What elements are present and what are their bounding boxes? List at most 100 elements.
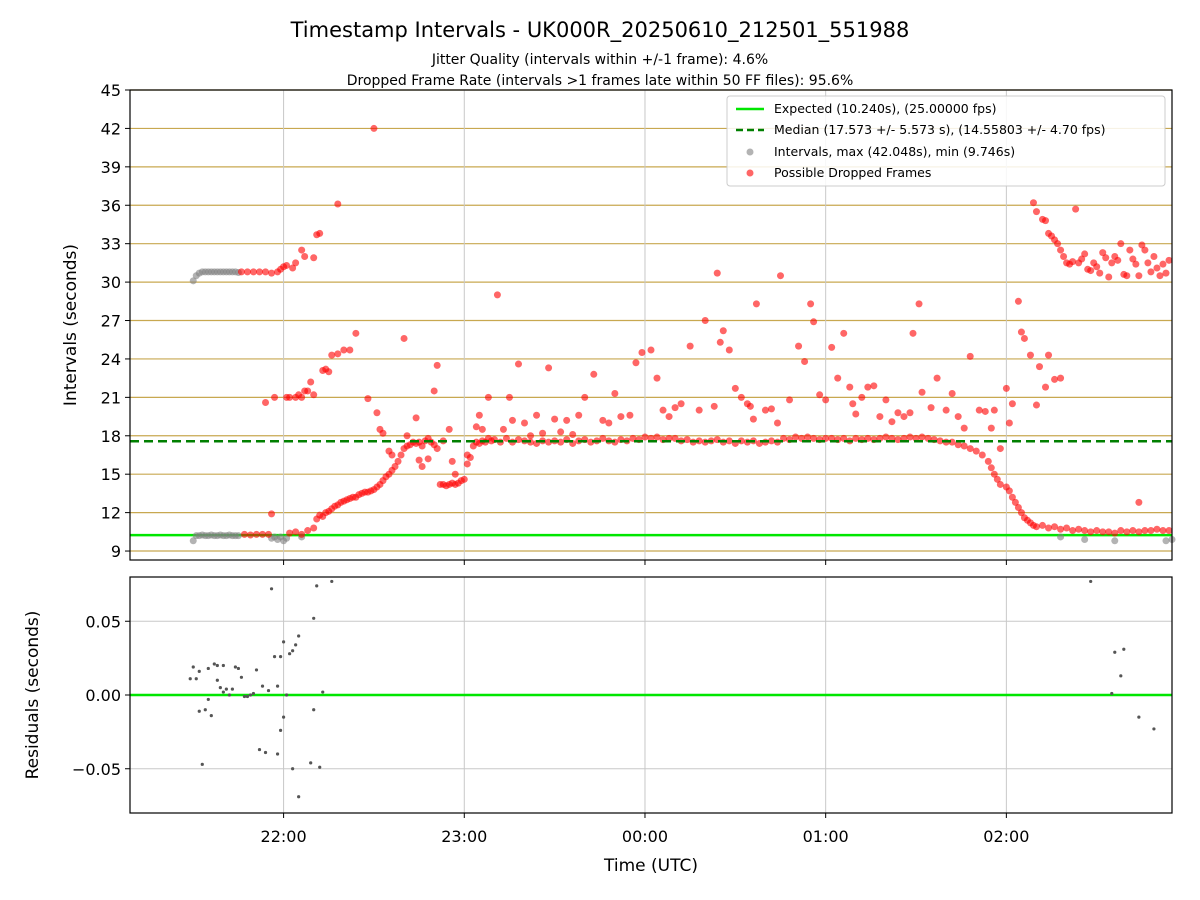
dropped-frame-point bbox=[981, 407, 989, 415]
residual-point bbox=[248, 693, 253, 697]
dropped-frame-point bbox=[262, 398, 270, 406]
residual-point bbox=[260, 684, 265, 688]
legend-median-label: Median (17.573 +/- 5.573 s), (14.55803 +… bbox=[774, 122, 1105, 137]
dropped-frame-point bbox=[852, 434, 860, 442]
dropped-frame-point bbox=[240, 530, 248, 538]
dropped-frame-point bbox=[909, 329, 917, 337]
dropped-frame-point bbox=[539, 429, 547, 437]
dropped-frame-point bbox=[1008, 493, 1016, 501]
residual-point bbox=[227, 693, 231, 697]
residual-y-tick-label: 0.05 bbox=[85, 612, 121, 631]
dropped-frame-point bbox=[1075, 525, 1083, 533]
dropped-frame-point bbox=[1159, 260, 1167, 268]
dropped-frame-point bbox=[1002, 384, 1010, 392]
dropped-frame-point bbox=[807, 300, 815, 308]
dropped-frame-point bbox=[1123, 272, 1131, 280]
residual-point bbox=[272, 655, 277, 659]
dropped-frame-point bbox=[268, 510, 276, 518]
dropped-frame-point bbox=[1081, 250, 1089, 258]
dropped-frame-point bbox=[1057, 525, 1065, 533]
dropped-frame-point bbox=[626, 411, 634, 419]
dropped-frame-point bbox=[1014, 297, 1022, 305]
residual-point bbox=[257, 747, 262, 752]
dropped-frame-point bbox=[767, 405, 775, 413]
dropped-frame-point bbox=[289, 264, 297, 272]
dropped-frame-point bbox=[978, 451, 986, 459]
interval-point bbox=[234, 532, 242, 540]
dropped-frame-point bbox=[876, 413, 884, 421]
dropped-frame-point bbox=[493, 291, 501, 299]
y-tick-label: 42 bbox=[101, 119, 121, 138]
dropped-frame-point bbox=[418, 463, 426, 471]
dropped-frame-point bbox=[1162, 269, 1170, 277]
dropped-frame-point bbox=[1135, 498, 1143, 506]
dropped-frame-point bbox=[906, 433, 914, 441]
y-tick-label: 39 bbox=[101, 158, 121, 177]
dropped-frame-point bbox=[328, 351, 336, 359]
dropped-frame-point bbox=[307, 378, 315, 386]
dropped-frame-point bbox=[792, 433, 800, 441]
dropped-frame-point bbox=[1132, 260, 1140, 268]
dropped-frame-point bbox=[298, 393, 306, 401]
dropped-frame-point bbox=[894, 436, 902, 444]
dropped-frame-point bbox=[1069, 258, 1077, 266]
dropped-frame-point bbox=[834, 374, 842, 382]
interval-point bbox=[189, 537, 197, 545]
residual-point bbox=[197, 669, 201, 674]
dropped-frame-point bbox=[418, 442, 426, 450]
dropped-frame-point bbox=[397, 451, 405, 459]
dropped-frame-point bbox=[1008, 400, 1016, 408]
residual-point bbox=[233, 665, 238, 669]
dropped-frame-point bbox=[1153, 525, 1161, 533]
dropped-frame-point bbox=[752, 300, 760, 308]
interval-point bbox=[1162, 537, 1170, 545]
dropped-frame-point bbox=[599, 434, 607, 442]
dropped-frame-point bbox=[334, 350, 342, 358]
y-tick-label: 21 bbox=[101, 388, 121, 407]
dropped-frame-point bbox=[268, 269, 276, 277]
dropped-frame-point bbox=[1153, 264, 1161, 272]
x-tick-label: 01:00 bbox=[803, 827, 849, 846]
dropped-frame-point bbox=[505, 393, 513, 401]
residual-point bbox=[215, 663, 219, 668]
dropped-frame-point bbox=[882, 433, 890, 441]
x-tick-label: 22:00 bbox=[261, 827, 307, 846]
dropped-frame-point bbox=[463, 460, 471, 468]
residual-point bbox=[1122, 647, 1126, 651]
dropped-frame-point bbox=[906, 409, 914, 417]
dropped-frame-point bbox=[852, 410, 860, 418]
dropped-frame-point bbox=[948, 390, 956, 398]
dropped-frame-point bbox=[1165, 527, 1173, 535]
residual-point bbox=[245, 694, 250, 699]
dropped-frame-point bbox=[761, 406, 769, 414]
y-tick-label: 12 bbox=[101, 504, 121, 523]
residual-point bbox=[297, 795, 301, 799]
dropped-frame-point bbox=[310, 254, 318, 262]
dropped-frame-point bbox=[430, 387, 438, 395]
dropped-frame-point bbox=[1096, 269, 1104, 277]
dropped-frame-point bbox=[632, 359, 640, 367]
dropped-frame-point bbox=[415, 456, 423, 464]
residual-point bbox=[312, 708, 316, 712]
dropped-frame-point bbox=[936, 437, 944, 445]
dropped-frame-point bbox=[581, 393, 589, 401]
dropped-frame-point bbox=[960, 442, 968, 450]
dropped-frame-point bbox=[1141, 527, 1149, 535]
residual-point bbox=[191, 665, 195, 669]
dropped-frame-point bbox=[942, 406, 950, 414]
residual-point bbox=[1152, 727, 1156, 731]
dropped-frame-point bbox=[653, 374, 661, 382]
dropped-frame-point bbox=[373, 409, 381, 417]
residual-point bbox=[291, 649, 295, 653]
y-tick-label: 27 bbox=[101, 312, 121, 331]
dropped-frame-point bbox=[1045, 524, 1053, 532]
dropped-frame-point bbox=[1165, 256, 1173, 264]
dropped-frame-point bbox=[508, 416, 516, 424]
residual-point bbox=[236, 666, 241, 671]
residual-point bbox=[215, 678, 219, 682]
dropped-frame-point bbox=[433, 445, 441, 453]
chart-title: Timestamp Intervals - UK000R_20250610_21… bbox=[290, 18, 910, 43]
dropped-frame-point bbox=[424, 455, 432, 463]
dropped-frame-point bbox=[1150, 252, 1158, 260]
dropped-frame-point bbox=[557, 428, 565, 436]
